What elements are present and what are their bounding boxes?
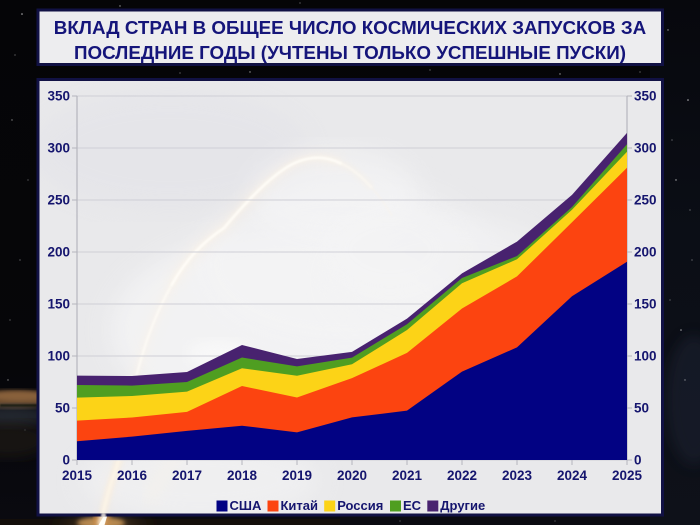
svg-text:150: 150 <box>634 297 657 312</box>
svg-text:250: 250 <box>634 193 657 208</box>
svg-text:300: 300 <box>634 141 657 156</box>
svg-text:300: 300 <box>47 141 70 156</box>
svg-text:0: 0 <box>62 453 70 468</box>
svg-text:350: 350 <box>47 89 70 104</box>
svg-text:2018: 2018 <box>227 468 258 483</box>
svg-text:2025: 2025 <box>612 468 643 483</box>
svg-text:США: США <box>230 498 262 513</box>
svg-text:2016: 2016 <box>117 468 148 483</box>
svg-text:2017: 2017 <box>172 468 202 483</box>
svg-text:350: 350 <box>634 89 657 104</box>
svg-text:0: 0 <box>634 453 642 468</box>
svg-text:100: 100 <box>634 349 657 364</box>
svg-text:Китай: Китай <box>281 498 319 513</box>
svg-text:2020: 2020 <box>337 468 367 483</box>
svg-text:100: 100 <box>47 349 70 364</box>
svg-text:2024: 2024 <box>557 468 588 483</box>
svg-text:150: 150 <box>47 297 70 312</box>
svg-text:Другие: Другие <box>440 498 485 513</box>
svg-text:Россия: Россия <box>337 498 383 513</box>
svg-text:2022: 2022 <box>447 468 477 483</box>
svg-text:50: 50 <box>55 401 70 416</box>
svg-text:ВКЛАД СТРАН В ОБЩЕЕ ЧИСЛО КОСМ: ВКЛАД СТРАН В ОБЩЕЕ ЧИСЛО КОСМИЧЕСКИХ ЗА… <box>54 17 647 38</box>
svg-text:50: 50 <box>634 401 649 416</box>
svg-text:250: 250 <box>47 193 70 208</box>
svg-text:2021: 2021 <box>392 468 423 483</box>
svg-text:200: 200 <box>47 245 70 260</box>
svg-text:2015: 2015 <box>62 468 93 483</box>
svg-text:ЕС: ЕС <box>403 498 422 513</box>
svg-text:2019: 2019 <box>282 468 312 483</box>
svg-text:ПОСЛЕДНИЕ ГОДЫ (УЧТЕНЫ ТОЛЬКО: ПОСЛЕДНИЕ ГОДЫ (УЧТЕНЫ ТОЛЬКО УСПЕШНЫЕ П… <box>74 42 626 63</box>
svg-text:2023: 2023 <box>502 468 533 483</box>
svg-text:200: 200 <box>634 245 657 260</box>
